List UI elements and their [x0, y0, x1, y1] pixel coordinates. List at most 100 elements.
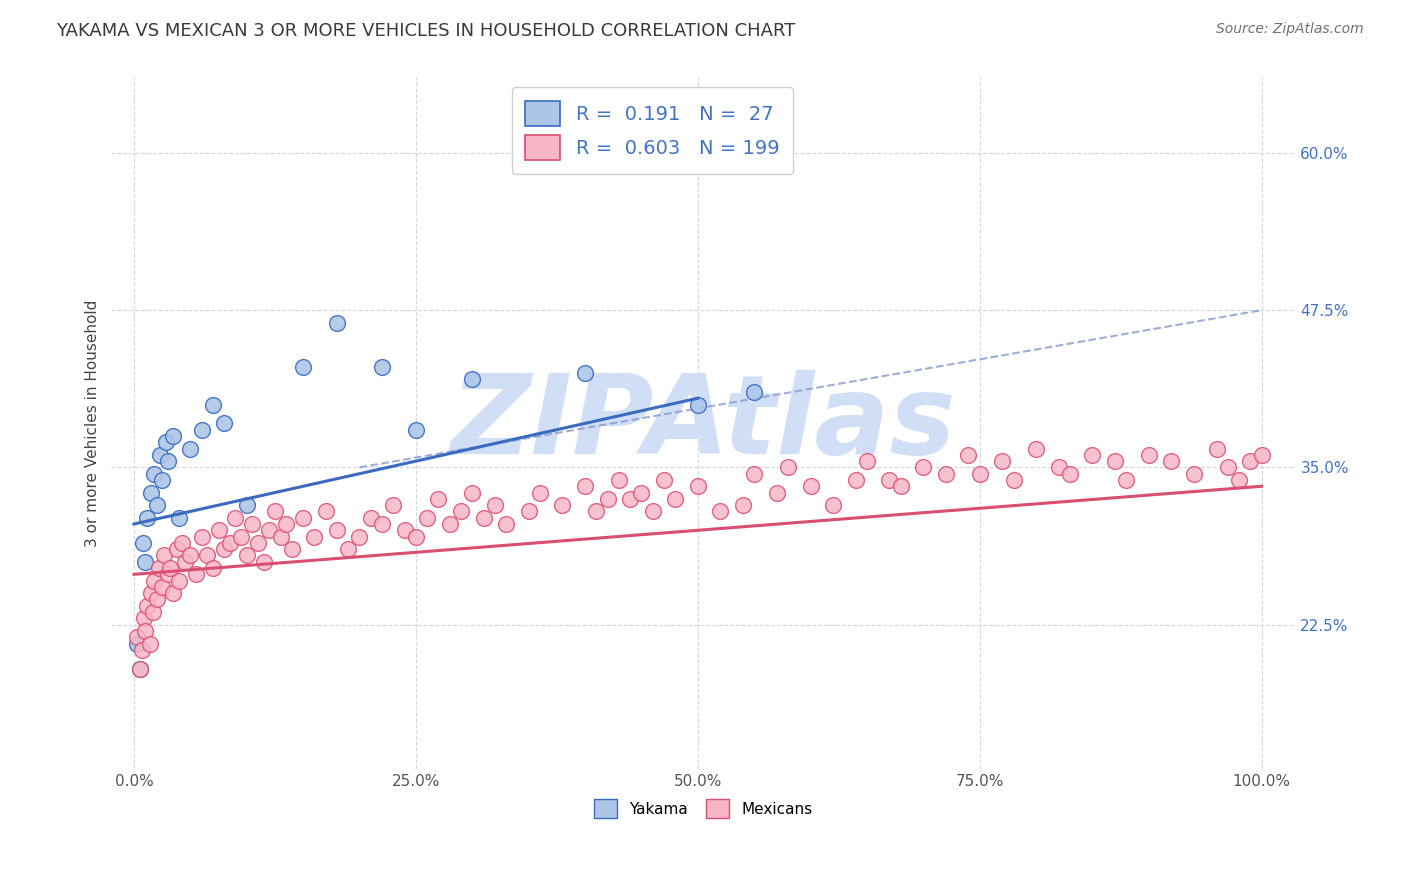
- Point: [382, 498, 405, 512]
- Point: [742, 467, 765, 481]
- Point: [1239, 454, 1261, 468]
- Point: [619, 491, 641, 506]
- Point: [139, 485, 162, 500]
- Point: [259, 524, 281, 538]
- Point: [1160, 454, 1182, 468]
- Point: [148, 561, 170, 575]
- Point: [173, 555, 195, 569]
- Point: [1002, 473, 1025, 487]
- Point: [149, 448, 172, 462]
- Point: [337, 542, 360, 557]
- Point: [142, 605, 165, 619]
- Point: [143, 467, 166, 481]
- Point: [304, 530, 326, 544]
- Text: Source: ZipAtlas.com: Source: ZipAtlas.com: [1216, 22, 1364, 37]
- Point: [229, 530, 252, 544]
- Point: [1205, 442, 1227, 456]
- Point: [686, 479, 709, 493]
- Point: [800, 479, 823, 493]
- Point: [405, 423, 427, 437]
- Text: ZIPAtlas: ZIPAtlas: [451, 370, 956, 477]
- Point: [292, 510, 315, 524]
- Point: [1216, 460, 1239, 475]
- Point: [326, 524, 349, 538]
- Point: [132, 611, 155, 625]
- Point: [207, 524, 229, 538]
- Point: [190, 423, 212, 437]
- Point: [162, 586, 184, 600]
- Legend: Yakama, Mexicans: Yakama, Mexicans: [588, 793, 818, 824]
- Point: [131, 642, 153, 657]
- Point: [184, 567, 207, 582]
- Point: [134, 555, 156, 569]
- Point: [145, 592, 167, 607]
- Point: [156, 567, 179, 582]
- Point: [190, 530, 212, 544]
- Point: [935, 467, 957, 481]
- Point: [574, 366, 596, 380]
- Point: [1115, 473, 1137, 487]
- Point: [326, 316, 349, 330]
- Point: [240, 516, 263, 531]
- Point: [371, 516, 394, 531]
- Point: [472, 510, 495, 524]
- Point: [132, 536, 155, 550]
- Point: [1227, 473, 1250, 487]
- Point: [890, 479, 912, 493]
- Point: [179, 549, 201, 563]
- Point: [179, 442, 201, 456]
- Point: [235, 498, 257, 512]
- Point: [195, 549, 218, 563]
- Point: [776, 460, 799, 475]
- Point: [212, 542, 235, 557]
- Point: [156, 454, 179, 468]
- Point: [201, 397, 224, 411]
- Point: [247, 536, 270, 550]
- Point: [145, 498, 167, 512]
- Point: [630, 485, 652, 500]
- Point: [315, 504, 337, 518]
- Point: [166, 542, 188, 557]
- Point: [709, 504, 731, 518]
- Point: [551, 498, 574, 512]
- Point: [371, 359, 394, 374]
- Point: [167, 574, 190, 588]
- Point: [128, 662, 150, 676]
- Point: [1047, 460, 1070, 475]
- Point: [461, 372, 484, 386]
- Point: [1059, 467, 1081, 481]
- Point: [394, 524, 416, 538]
- Point: [1104, 454, 1126, 468]
- Point: [495, 516, 517, 531]
- Point: [1137, 448, 1160, 462]
- Point: [1182, 467, 1205, 481]
- Point: [212, 417, 235, 431]
- Point: [235, 549, 257, 563]
- Point: [912, 460, 935, 475]
- Point: [686, 397, 709, 411]
- Point: [652, 473, 675, 487]
- Point: [957, 448, 980, 462]
- Point: [150, 580, 173, 594]
- Point: [159, 561, 181, 575]
- Point: [1025, 442, 1047, 456]
- Point: [427, 491, 450, 506]
- Point: [127, 636, 149, 650]
- Point: [264, 504, 287, 518]
- Point: [461, 485, 484, 500]
- Point: [641, 504, 664, 518]
- Point: [731, 498, 754, 512]
- Point: [128, 662, 150, 676]
- Point: [162, 429, 184, 443]
- Point: [136, 599, 159, 613]
- Point: [281, 542, 304, 557]
- Point: [1250, 448, 1272, 462]
- Point: [823, 498, 845, 512]
- Point: [139, 586, 162, 600]
- Point: [134, 624, 156, 638]
- Point: [143, 574, 166, 588]
- Point: [969, 467, 991, 481]
- Point: [856, 454, 879, 468]
- Point: [450, 504, 472, 518]
- Point: [155, 435, 177, 450]
